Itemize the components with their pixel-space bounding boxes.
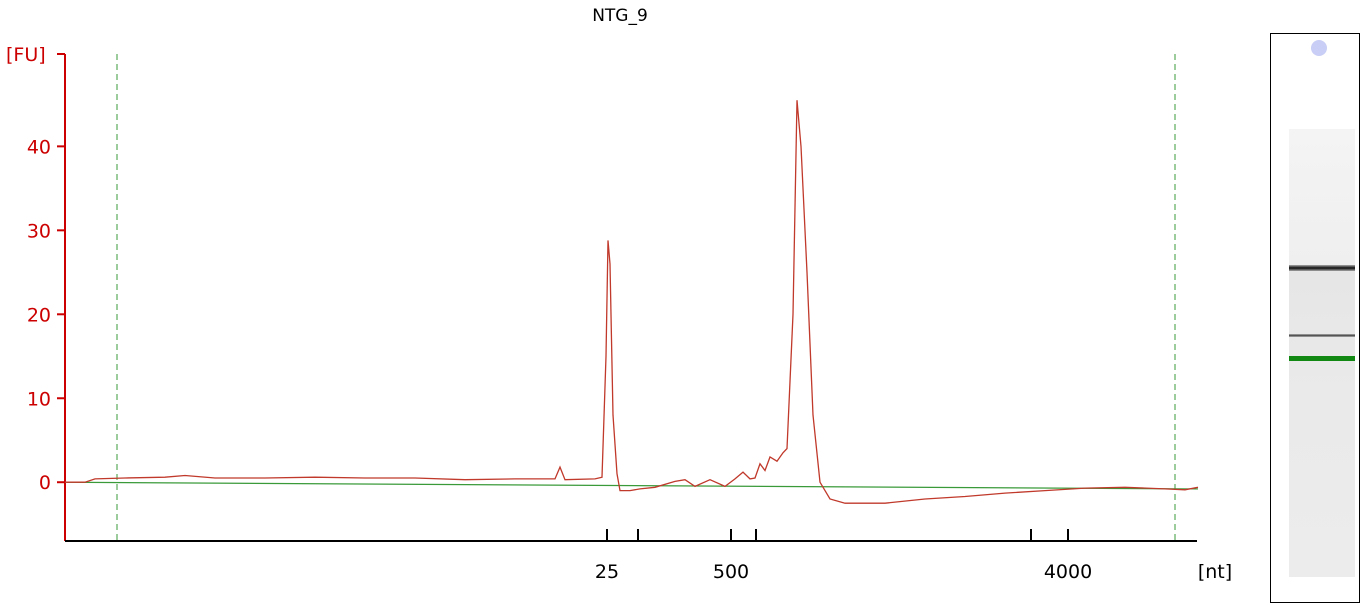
chart-title: NTG_9 bbox=[592, 6, 648, 26]
y-tick-label: 30 bbox=[27, 220, 51, 242]
electropherogram-plot: 0 10 20 30 40 [FU] 25 500 4000 [nt] bbox=[6, 44, 1232, 583]
y-tick-label: 20 bbox=[27, 304, 51, 326]
baseline-line bbox=[64, 481, 1199, 490]
x-axis-label: [nt] bbox=[1198, 561, 1232, 583]
y-tick-label: 0 bbox=[39, 472, 51, 494]
x-tick-label: 4000 bbox=[1044, 561, 1092, 583]
series-layer bbox=[64, 54, 1199, 541]
gel-strip bbox=[1289, 129, 1355, 577]
axes bbox=[57, 53, 1197, 542]
trace-line bbox=[65, 100, 1199, 504]
y-tick-label: 40 bbox=[27, 136, 51, 158]
gel-lane bbox=[1270, 33, 1360, 603]
y-axis-label: [FU] bbox=[6, 44, 46, 66]
x-tick-label: 500 bbox=[713, 561, 749, 583]
gel-lower-marker-band bbox=[1289, 356, 1355, 361]
gel-band bbox=[1289, 333, 1355, 337]
y-tick-label: 10 bbox=[27, 388, 51, 410]
gel-marker-dot bbox=[1311, 40, 1327, 56]
x-tick-label: 25 bbox=[595, 561, 619, 583]
axis-labels: 0 10 20 30 40 [FU] 25 500 4000 [nt] bbox=[6, 44, 1232, 583]
gel-band bbox=[1289, 264, 1355, 271]
